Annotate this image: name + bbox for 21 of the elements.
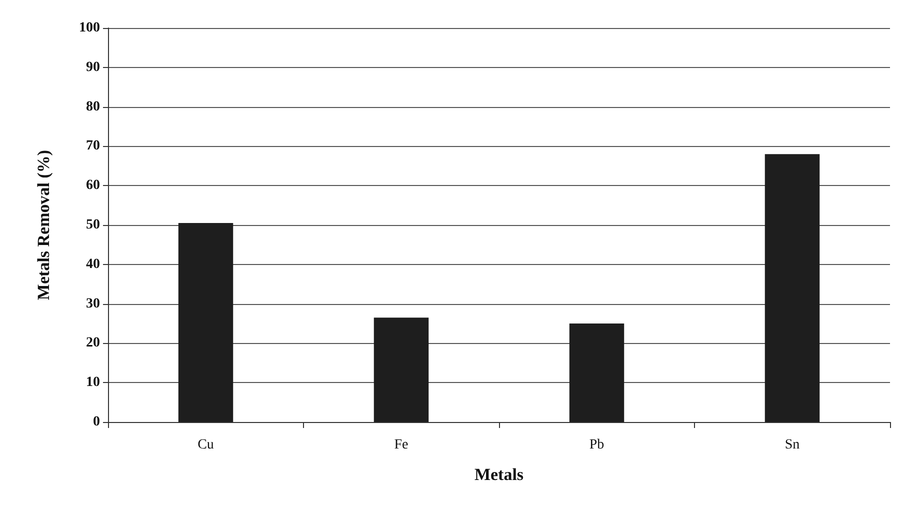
bar (569, 324, 624, 422)
bar (374, 318, 429, 422)
y-tick-label: 20 (86, 336, 100, 351)
x-tick-label: Cu (198, 438, 214, 452)
x-tick-label: Sn (784, 438, 800, 452)
y-tick-label: 60 (86, 178, 100, 194)
y-tick-label: 80 (86, 99, 100, 114)
x-tick-label: Fe (394, 438, 408, 452)
bar (764, 154, 820, 422)
y-tick-label: 10 (86, 375, 100, 390)
y-tick-label: 70 (86, 138, 100, 154)
x-axis-title: Metals (474, 465, 524, 484)
x-tick-label: Pb (589, 438, 604, 452)
y-tick-label: 0 (93, 414, 100, 430)
y-tick-label: 30 (86, 296, 100, 312)
y-tick-label: 100 (79, 20, 100, 36)
y-axis-title: Metals Removal (%) (34, 150, 53, 300)
y-tick-label: 50 (86, 218, 100, 232)
y-tick-label: 40 (86, 256, 100, 272)
bar (178, 223, 234, 422)
y-tick-label: 90 (86, 60, 100, 75)
